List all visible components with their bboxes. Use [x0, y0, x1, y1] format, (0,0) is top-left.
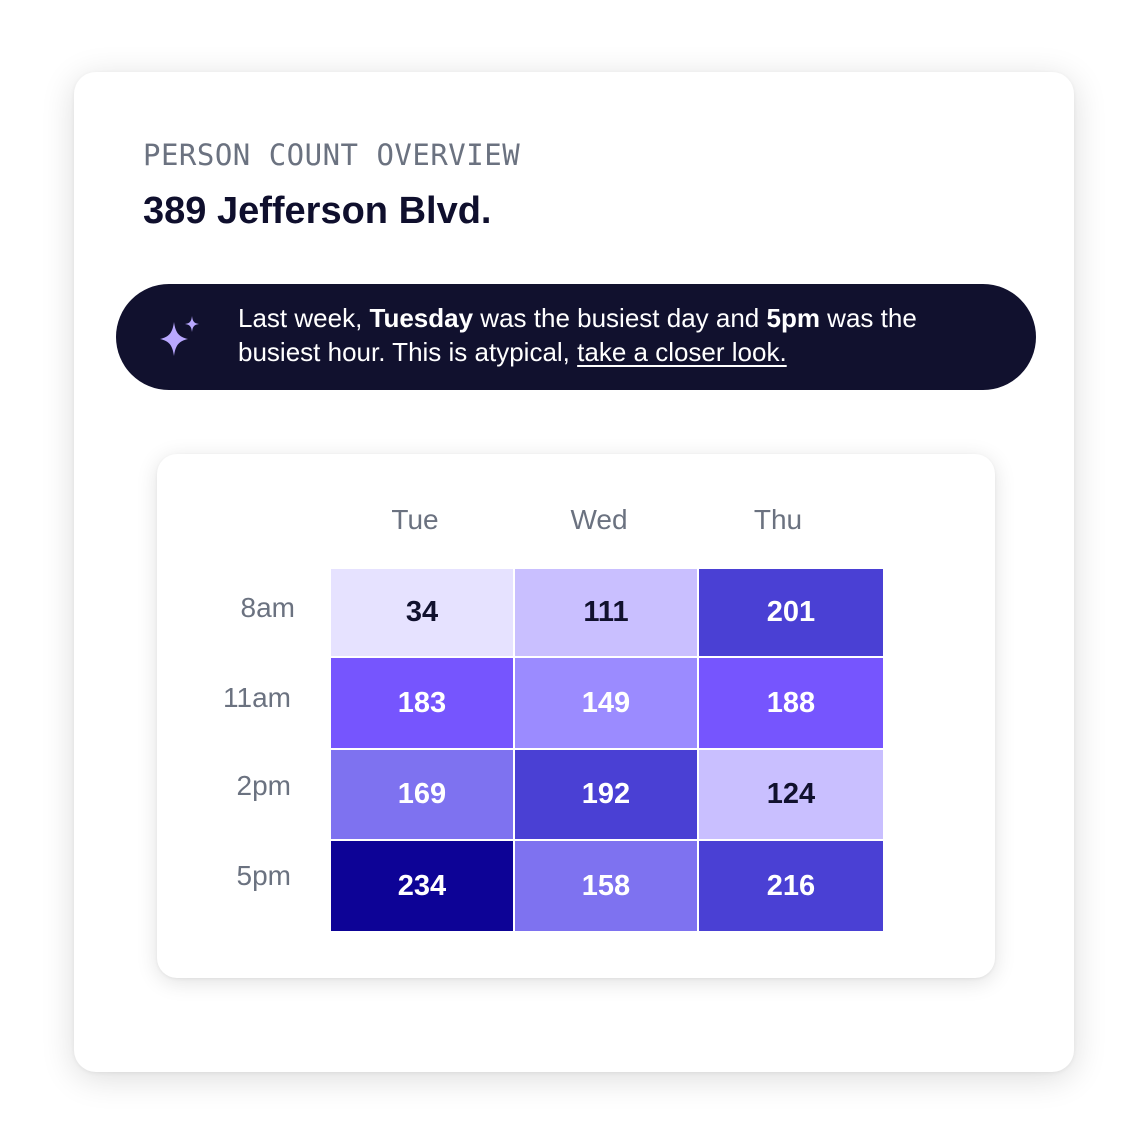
heatmap-cell-5pm-wed: 158: [515, 841, 697, 931]
heatmap-panel: Tue Wed Thu 8am 11am 2pm 5pm 34 111 201 183 149 18…: [157, 454, 995, 978]
overview-card: PERSON COUNT OVERVIEW 389 Jefferson Blvd…: [74, 72, 1074, 1072]
heatmap-cell-8am-wed: 111: [515, 569, 697, 656]
row-header-11am: 11am: [223, 682, 291, 713]
insight-text-2: was the busiest day and: [473, 303, 767, 333]
insight-text-3: was the busiest hour. This is atypical,: [238, 303, 917, 367]
heatmap-cell-11am-thu: 188: [699, 658, 883, 748]
section-eyebrow: PERSON COUNT OVERVIEW: [143, 138, 521, 172]
page-title: 389 Jefferson Blvd.: [143, 190, 492, 232]
sparkle-icon: [160, 316, 199, 356]
heatmap-cell-8am-tue: 34: [331, 569, 513, 656]
heatmap-cell-2pm-thu: 124: [699, 750, 883, 839]
heatmap-cell-11am-tue: 183: [331, 658, 513, 748]
insight-message: Last week, Tuesday was the busiest day a…: [238, 301, 998, 369]
closer-look-link[interactable]: take a closer look.: [577, 337, 787, 367]
column-header-wed: Wed: [570, 504, 628, 535]
heatmap-cell-2pm-tue: 169: [331, 750, 513, 839]
heatmap-cell-5pm-tue: 234: [331, 841, 513, 931]
heatmap-cell-2pm-wed: 192: [515, 750, 697, 839]
row-header-5pm: 5pm: [236, 860, 291, 891]
insight-banner: Last week, Tuesday was the busiest day a…: [116, 284, 1036, 390]
column-header-tue: Tue: [391, 504, 439, 535]
row-header-2pm: 2pm: [236, 770, 291, 801]
busiest-hour: 5pm: [766, 303, 820, 333]
heatmap-cell-11am-wed: 149: [515, 658, 697, 748]
heatmap-cell-5pm-thu: 216: [699, 841, 883, 931]
row-header-8am: 8am: [240, 592, 295, 623]
column-header-thu: Thu: [753, 504, 803, 535]
busiest-day: Tuesday: [369, 303, 474, 333]
insight-text-1: Last week,: [238, 303, 370, 333]
heatmap-cell-8am-thu: 201: [699, 569, 883, 656]
heatmap-grid: 34 111 201 183 149 188 169 192 124 234 158 216: [331, 569, 885, 931]
